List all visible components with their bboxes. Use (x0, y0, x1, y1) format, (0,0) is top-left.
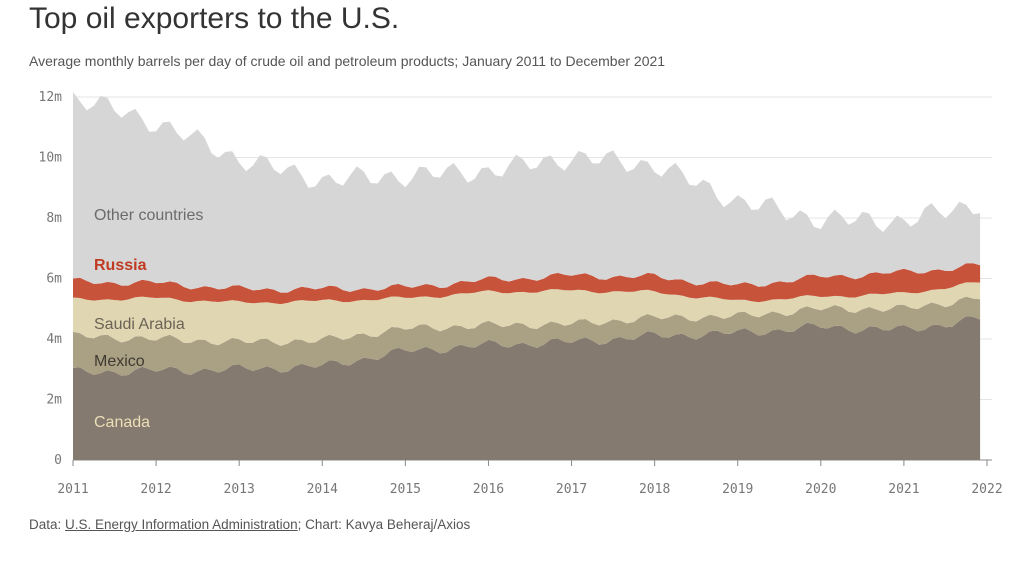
series-label-saudi-arabia: Saudi Arabia (94, 316, 185, 333)
area-canada (73, 316, 981, 460)
x-tick-label: 2020 (805, 482, 836, 497)
x-tick-label: 2012 (140, 482, 171, 497)
axis-group: 0 2m 4m 6m 8m 10m 12m 2011 2012 2013 2014 2015 2016 2… (39, 90, 1003, 497)
y-tick-label: 8m (46, 211, 62, 226)
area-mexico (73, 296, 981, 376)
area-russia (73, 263, 981, 305)
area-other-countries (73, 91, 981, 293)
x-tick-label: 2022 (971, 482, 1002, 497)
series-label-mexico: Mexico (94, 353, 145, 370)
x-tick-label: 2017 (556, 482, 587, 497)
x-tick-label: 2016 (473, 482, 504, 497)
area-saudi-arabia (73, 282, 981, 346)
x-tick-label: 2013 (224, 482, 255, 497)
chart-credit: ; Chart: Kavya Beheraj/Axios (297, 517, 471, 532)
y-tick-label: 0 (54, 453, 62, 468)
x-tick-label: 2021 (888, 482, 919, 497)
chart-footer: Data: U.S. Energy Information Administra… (29, 517, 470, 532)
y-tick-label: 2m (46, 393, 62, 408)
series-label-other-countries: Other countries (94, 207, 203, 224)
series-label-russia: Russia (94, 257, 147, 274)
chart-subtitle: Average monthly barrels per day of crude… (29, 53, 666, 69)
y-tick-label: 10m (39, 151, 63, 166)
chart-title: Top oil exporters to the U.S. (29, 2, 400, 35)
y-tick-label: 12m (39, 90, 63, 105)
series-labels: Canada Mexico Saudi Arabia Russia Other coun… (94, 207, 203, 431)
data-prefix: Data: (29, 517, 66, 532)
source-link[interactable]: U.S. Energy Information Administration (65, 517, 298, 532)
x-tick-label: 2015 (390, 482, 421, 497)
area-series-group (73, 91, 981, 460)
x-tick-label: 2011 (57, 482, 88, 497)
series-label-canada: Canada (94, 414, 150, 431)
y-tick-label: 4m (46, 332, 62, 347)
x-tick-label: 2019 (722, 482, 753, 497)
x-tick-label: 2014 (307, 482, 338, 497)
x-tick-label: 2018 (639, 482, 670, 497)
y-tick-label: 6m (46, 272, 62, 287)
